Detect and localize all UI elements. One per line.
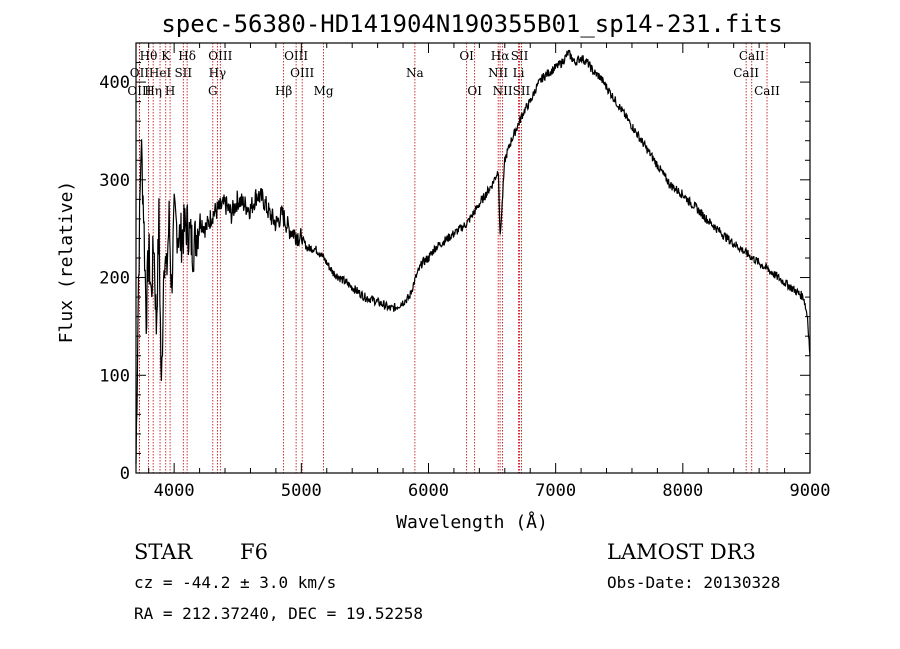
line-marker-label: Hδ (178, 49, 196, 63)
line-marker-label: OIII (127, 84, 151, 98)
x-tick-label: 5000 (281, 481, 322, 501)
line-marker-label: HeI (149, 66, 172, 80)
chart-title: spec-56380-HD141904N190355B01_sp14-231.f… (161, 10, 782, 38)
line-marker-label: CaII (739, 49, 765, 63)
y-tick-label: 100 (99, 366, 130, 386)
line-marker-label: Mg (314, 84, 334, 98)
y-axis-label: Flux (relative) (56, 181, 77, 344)
line-marker-label: NII (493, 84, 513, 98)
line-marker-label: NII (488, 66, 508, 80)
line-marker-label: OI (459, 49, 474, 63)
line-marker-label: K (161, 49, 171, 63)
x-axis-ticks: 4000 5000 6000 7000 8000 9000 (148, 43, 831, 501)
line-marker-label: SII (513, 84, 531, 98)
line-marker-label: Hη (144, 84, 162, 98)
object-class: STAR (134, 540, 193, 564)
line-marker-label: CaII (733, 66, 759, 80)
line-marker-label: Hα (491, 49, 510, 63)
line-marker-label: Hγ (209, 66, 227, 80)
line-marker-label: Na (406, 66, 424, 80)
x-axis-label: Wavelength (Å) (396, 511, 548, 533)
line-marker-label: G (208, 84, 218, 98)
line-marker-label: Li (513, 66, 525, 80)
x-tick-label: 9000 (790, 481, 831, 501)
line-marker-label: OIII (284, 49, 308, 63)
x-tick-label: 4000 (154, 481, 195, 501)
y-axis-ticks: 0 100 200 300 400 (99, 42, 810, 484)
plot-frame (135, 42, 811, 474)
coordinates-text: RA = 212.37240, DEC = 19.52258 (134, 604, 423, 623)
object-subclass: F6 (240, 540, 268, 564)
y-tick-label: 400 (99, 73, 130, 93)
line-marker-label: OI (467, 84, 482, 98)
y-tick-label: 200 (99, 269, 130, 289)
y-tick-label: 0 (120, 464, 130, 484)
x-tick-label: 8000 (662, 481, 703, 501)
line-marker-label: SII (174, 66, 192, 80)
survey-name: LAMOST DR3 (607, 540, 756, 564)
line-marker-label: OIII (208, 49, 232, 63)
redshift-text: cz = -44.2 ± 3.0 km/s (134, 573, 336, 592)
line-marker-label: OIII (290, 66, 314, 80)
line-marker-label: H (165, 84, 175, 98)
obs-date-text: Obs-Date: 20130328 (607, 573, 780, 592)
line-marker-label: OII (130, 66, 150, 80)
line-marker-label: SII (511, 49, 529, 63)
emission-line-markers (139, 43, 768, 473)
line-marker-label: Hθ (140, 49, 158, 63)
x-tick-label: 7000 (535, 481, 576, 501)
line-marker-label: Hβ (275, 84, 292, 98)
x-tick-label: 6000 (408, 481, 449, 501)
spectrum-line (135, 49, 811, 464)
y-tick-label: 300 (99, 171, 130, 191)
line-marker-label: CaII (754, 84, 780, 98)
